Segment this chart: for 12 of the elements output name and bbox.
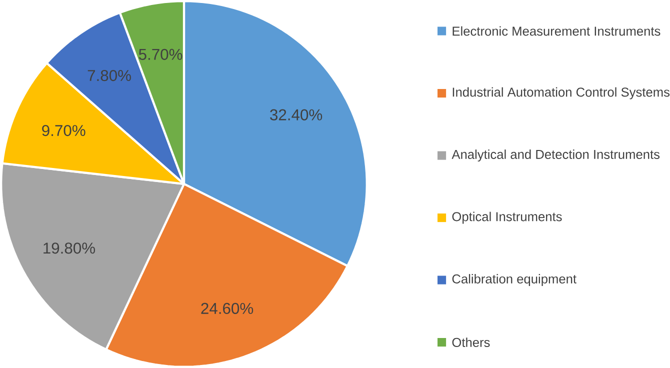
legend-label: Analytical and Detection Instruments bbox=[452, 150, 660, 162]
legend-label: Optical Instruments bbox=[452, 212, 562, 224]
data-label: 5.70% bbox=[138, 48, 182, 60]
legend-label: Industrial Automation Control Systems bbox=[452, 87, 670, 100]
data-label: 24.60% bbox=[201, 302, 254, 314]
data-label: 9.70% bbox=[42, 125, 86, 136]
legend-label: Electronic Measurement Instruments bbox=[452, 26, 660, 36]
data-label: 19.80% bbox=[44, 242, 96, 254]
legend-label: Others bbox=[452, 338, 490, 348]
data-label: 7.80% bbox=[88, 70, 131, 82]
legend-label: Calibration equipment bbox=[452, 274, 576, 286]
data-label: 32.40% bbox=[270, 109, 322, 120]
